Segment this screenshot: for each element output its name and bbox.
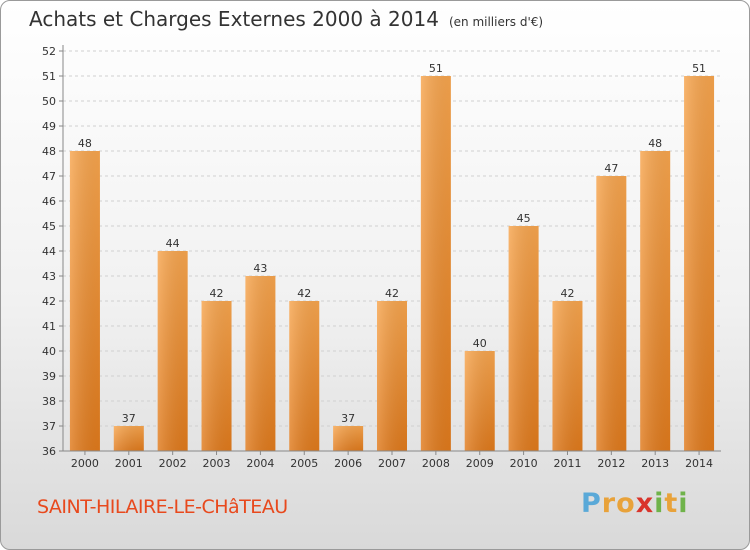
y-tick-label: 46 [42, 195, 56, 208]
bar-shading [245, 276, 276, 451]
y-tick-label: 52 [42, 45, 56, 58]
unit-note: (en milliers d'€) [448, 15, 544, 29]
x-tick-label: 2000 [71, 457, 99, 470]
y-tick-label: 38 [42, 395, 56, 408]
chart-title-text: Achats et Charges Externes 2000 à 2014 [29, 7, 439, 31]
x-tick-label: 2007 [378, 457, 406, 470]
location-name: SAINT-HILAIRE-LE-CHâTEAU [37, 496, 288, 518]
bar-value-label: 42 [297, 287, 311, 300]
logo-letter: r [601, 488, 617, 519]
bar-value-label: 45 [517, 212, 531, 225]
bar-shading [289, 301, 320, 451]
bar-shading [69, 151, 100, 451]
axis-layer: 36 37 38 39 40 41 42 43 44 45 46 47 48 49 50 51 52 2000 20… [42, 45, 721, 470]
bar-value-label: 47 [604, 162, 618, 175]
y-tick-label: 39 [42, 370, 56, 383]
y-tick-label: 51 [42, 70, 56, 83]
bar-shading [640, 151, 671, 451]
x-tick-label: 2011 [553, 457, 581, 470]
x-tick-label: 2006 [334, 457, 362, 470]
x-tick-label: 2008 [422, 457, 450, 470]
x-tick-label: 2012 [597, 457, 625, 470]
y-tick-label: 41 [42, 320, 56, 333]
y-tick-label: 36 [42, 445, 56, 458]
x-tick-label: 2013 [641, 457, 669, 470]
x-tick-label: 2014 [685, 457, 713, 470]
bar-value-label: 37 [341, 412, 355, 425]
y-tick-label: 42 [42, 295, 56, 308]
logo-letter: t [664, 488, 679, 519]
bar-value-label: 51 [692, 62, 706, 75]
bar-value-label: 40 [473, 337, 487, 350]
x-tick-label: 2003 [203, 457, 231, 470]
y-tick-label: 47 [42, 170, 56, 183]
bar-value-label: 37 [122, 412, 136, 425]
logo-letter: i [678, 488, 689, 519]
proxiti-logo: Proxiti [581, 488, 689, 519]
bar-shading [552, 301, 583, 451]
x-tick-label: 2002 [159, 457, 187, 470]
bar-value-label: 48 [78, 137, 92, 150]
bar-value-label: 43 [253, 262, 267, 275]
y-tick-label: 43 [42, 270, 56, 283]
y-tick-label: 50 [42, 95, 56, 108]
x-tick-label: 2001 [115, 457, 143, 470]
y-tick-label: 48 [42, 145, 56, 158]
bar-value-label: 42 [560, 287, 574, 300]
bar-value-label: 48 [648, 137, 662, 150]
bar-value-label: 51 [429, 62, 443, 75]
bar-shading [420, 76, 451, 451]
bar-shading [596, 176, 627, 451]
logo-letter: i [654, 488, 665, 519]
bar-shading [508, 226, 539, 451]
bars-layer: 48 37 44 42 43 42 37 42 51 40 45 42 47 48 51 [69, 62, 715, 451]
bar-shading [377, 301, 407, 451]
chart-title: Achats et Charges Externes 2000 à 2014 (e… [29, 7, 543, 31]
bar-shading [201, 301, 232, 451]
logo-letter: x [635, 488, 655, 519]
y-tick-label: 49 [42, 120, 56, 133]
bar-shading [684, 76, 715, 451]
logo-letter: o [616, 488, 636, 519]
bar-shading [464, 351, 495, 451]
y-tick-label: 45 [42, 220, 56, 233]
y-tick-label: 37 [42, 420, 56, 433]
bar-shading [157, 251, 188, 451]
y-tick-label: 40 [42, 345, 56, 358]
logo-letter: P [581, 488, 602, 519]
bar-shading [333, 426, 364, 451]
bar-value-label: 42 [210, 287, 224, 300]
x-tick-label: 2004 [246, 457, 274, 470]
y-tick-label: 44 [42, 245, 56, 258]
x-tick-label: 2010 [510, 457, 538, 470]
bar-shading [113, 426, 144, 451]
x-tick-label: 2005 [290, 457, 318, 470]
bar-value-label: 44 [166, 237, 180, 250]
bar-value-label: 42 [385, 287, 399, 300]
x-tick-label: 2009 [466, 457, 494, 470]
